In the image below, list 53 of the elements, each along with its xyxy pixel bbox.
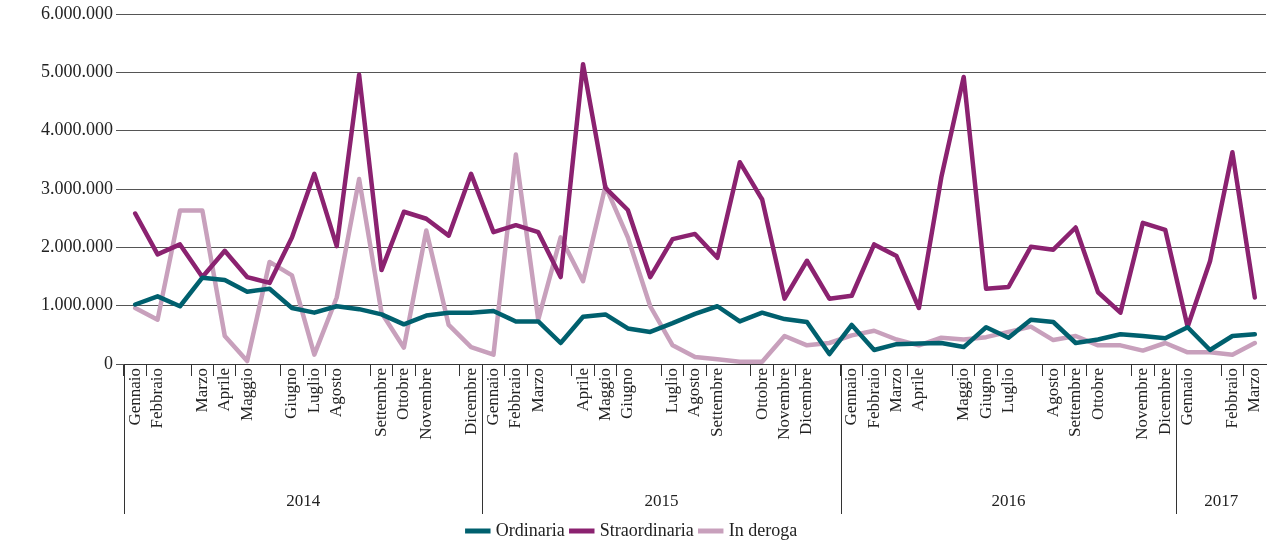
x-tick-label: Giugno <box>975 368 995 419</box>
legend-label: Straordinaria <box>599 519 694 540</box>
x-tick-label: Maggio <box>236 368 256 421</box>
y-tick-label: 1.000.000 <box>41 294 113 315</box>
x-tick-label: Giugno <box>617 368 637 419</box>
y-tick-label: 0 <box>104 352 113 373</box>
y-tick-label: 4.000.000 <box>41 119 113 140</box>
y-tick-label: 2.000.000 <box>41 236 113 257</box>
x-tick-label: Novembre <box>1132 368 1152 440</box>
x-tick-label: Marzo <box>1244 368 1264 413</box>
y-tick-label: 3.000.000 <box>41 177 113 198</box>
x-tick-label: Febbraio <box>147 368 167 429</box>
x-tick-label: Novembre <box>774 368 794 440</box>
x-tick-label: Marzo <box>191 368 211 413</box>
legend-label: Ordinaria <box>495 519 565 540</box>
x-tick-label: Marzo <box>527 368 547 413</box>
legend-label: In deroga <box>728 519 798 540</box>
text: 2014 <box>286 491 321 511</box>
x-tick-label: Maggio <box>594 368 614 421</box>
x-tick-label: Luglio <box>997 368 1017 414</box>
text: 2017 <box>1204 491 1239 511</box>
x-tick-label: Ottobre <box>393 368 413 420</box>
text: 2016 <box>991 491 1026 511</box>
x-tick-label: Agosto <box>326 368 346 418</box>
x-tick-label: Agosto <box>1042 368 1062 418</box>
x-tick-label: Maggio <box>953 368 973 421</box>
x-tick-label: Aprile <box>572 368 592 412</box>
x-tick-label: Giugno <box>281 368 301 419</box>
x-tick-label: Luglio <box>662 368 682 414</box>
y-tick-label: 5.000.000 <box>41 61 113 82</box>
x-tick-label: Dicembre <box>460 368 480 436</box>
x-tick-label: Aprile <box>214 368 234 412</box>
x-tick-label: Agosto <box>684 368 704 418</box>
x-tick-label: Dicembre <box>1154 368 1174 436</box>
x-tick-label: Gennaio <box>124 368 144 426</box>
text: 2015 <box>644 491 679 511</box>
x-tick-label: Aprile <box>908 368 928 412</box>
x-tick-label: Gennaio <box>482 368 502 426</box>
x-tick-label: Febbraio <box>505 368 525 429</box>
x-tick-label: Febbraio <box>863 368 883 429</box>
x-tick-label: Gennaio <box>1177 368 1197 426</box>
x-tick-label: Febbraio <box>1221 368 1241 429</box>
x-tick-label: Novembre <box>415 368 435 440</box>
x-tick-label: Ottobre <box>751 368 771 420</box>
x-tick-label: Settembre <box>706 368 726 437</box>
y-tick-label: 6.000.000 <box>41 2 113 23</box>
x-tick-label: Gennaio <box>841 368 861 426</box>
x-tick-label: Ottobre <box>1087 368 1107 420</box>
x-tick-label: Settembre <box>1065 368 1085 437</box>
x-tick-label: Dicembre <box>796 368 816 436</box>
x-tick-label: Luglio <box>303 368 323 414</box>
x-tick-label: Settembre <box>370 368 390 437</box>
x-tick-label: Marzo <box>886 368 905 413</box>
